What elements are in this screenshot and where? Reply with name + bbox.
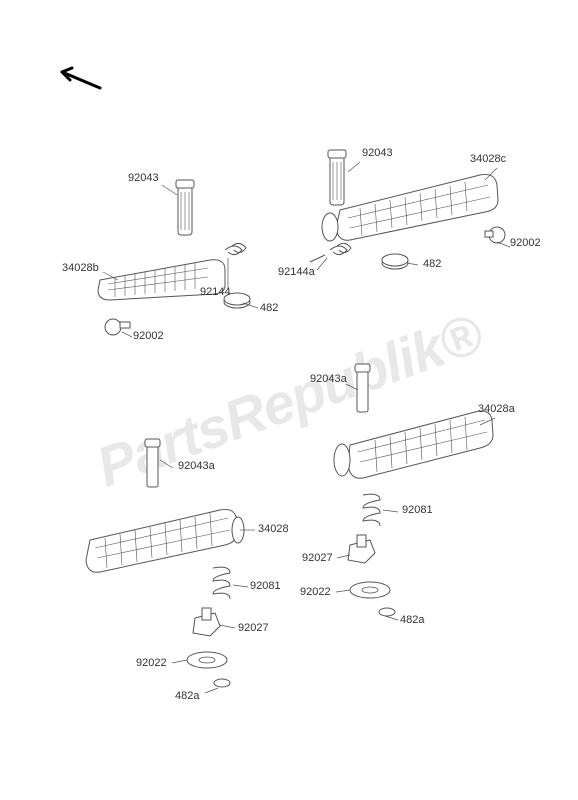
label-92022-r: 92022 [300,586,331,598]
pin-482a-left [214,679,230,687]
spring-92081-right [363,494,380,526]
pin-92043-tl [176,180,194,235]
label-92043: 92043 [128,172,159,184]
label-92002-r: 92002 [510,237,541,249]
footrest-34028a [334,411,493,478]
stopper-92027-left [193,608,220,636]
washer-92022-left [187,652,227,668]
label-92043-tm: 92043 [362,147,393,159]
diagram-layer [0,0,578,800]
pin-92043-tm [328,150,346,205]
stopper-92002-left [105,319,130,335]
label-92043a-mid: 92043a [310,373,347,385]
label-34028c: 34028c [470,153,506,165]
label-92144: 92144 [200,286,231,298]
label-92022-l: 92022 [136,657,167,669]
pin-482a-right [379,608,395,616]
label-92144a: 92144a [278,266,315,278]
label-482: 482 [260,302,278,314]
label-92027-r: 92027 [302,552,333,564]
footrest-34028 [86,509,244,572]
washer-92022-right [350,582,390,598]
spring-92144a [310,243,351,262]
label-34028a: 34028a [478,403,515,415]
stopper-92027-right [348,535,375,563]
spring-92144 [225,243,246,254]
label-482a-r: 482a [400,614,424,626]
stopper-92002-right [485,227,505,243]
label-92002: 92002 [133,330,164,342]
spacer-482-right [382,254,408,269]
label-92027-l: 92027 [238,622,269,634]
index-arrow [50,60,110,100]
label-34028: 34028 [258,523,289,535]
pin-92043a-mid [355,364,370,412]
label-92081-l: 92081 [250,580,281,592]
label-92043a-l: 92043a [178,460,215,472]
label-34028b: 34028b [62,262,99,274]
label-92081-r: 92081 [402,504,433,516]
footrest-34028c [322,174,498,241]
spring-92081-left [213,567,230,599]
label-482-r: 482 [423,258,441,270]
pin-92043a-left [145,439,160,487]
label-482a-l: 482a [175,690,199,702]
